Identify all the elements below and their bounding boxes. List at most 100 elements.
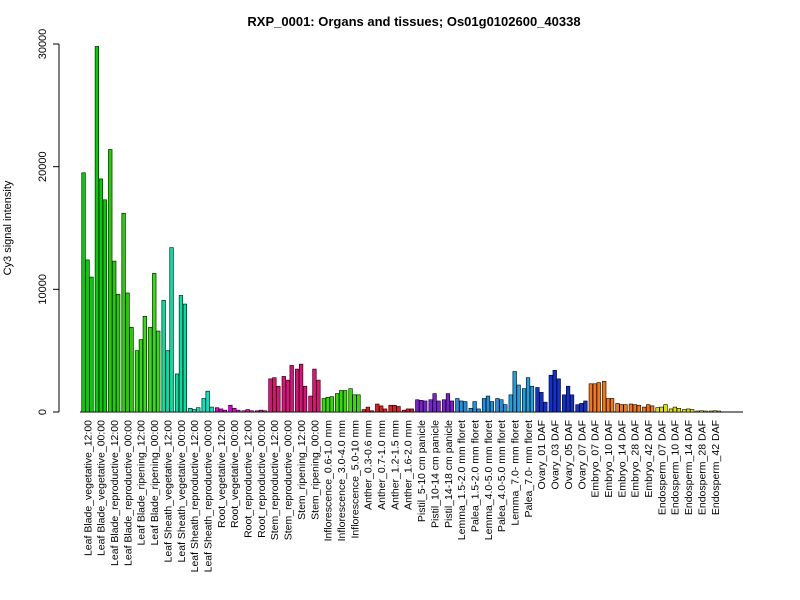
bar — [716, 410, 721, 413]
bar — [583, 400, 588, 413]
x-tick-label: Pistil_10-14 cm panicle — [429, 420, 441, 528]
x-tick-label: Inflorescence_3.0-4.0 mm — [336, 420, 348, 542]
bar — [609, 398, 615, 413]
x-tick-label: Embryo_10 DAF — [603, 420, 615, 498]
bar — [268, 378, 273, 413]
bar — [529, 385, 535, 413]
bar — [682, 409, 687, 413]
bar — [205, 390, 210, 413]
y-axis: 0 10000 20000 30000 — [37, 29, 60, 415]
bar — [201, 398, 206, 413]
bar — [409, 408, 414, 413]
bar — [214, 407, 220, 413]
y-axis-label: Cy3 signal intensity — [2, 180, 14, 275]
bar — [165, 350, 170, 413]
x-axis-labels: Leaf Blade_vegetative_12:00 Leaf Blade_ve… — [82, 420, 721, 573]
x-tick-label: Palea_1.5-2.0 mm floret — [469, 420, 481, 532]
x-tick-label: Pistil_14-18 cm panicle — [443, 420, 455, 528]
bar — [472, 401, 477, 413]
bar — [209, 406, 214, 413]
bar — [708, 410, 714, 413]
bar — [379, 405, 384, 413]
bars — [80, 46, 743, 413]
x-tick-label: Leaf Blade_ripening_12:00 — [136, 420, 148, 546]
bar — [281, 376, 286, 413]
x-tick-label: Lemma_7.0- mm floret — [510, 420, 522, 526]
bar — [489, 401, 495, 413]
x-tick-label: Embryo_28 DAF — [630, 420, 642, 498]
x-tick-label: Leaf Sheath_reproductive_12:00 — [189, 420, 201, 573]
x-tick-label: Pistil_5-10 cm panicle — [416, 420, 428, 522]
bar — [352, 394, 357, 413]
bar — [459, 400, 464, 413]
bar — [539, 392, 544, 413]
x-tick-label: Ovary_07 DAF — [576, 420, 588, 489]
bar — [321, 398, 326, 413]
bar — [289, 365, 294, 413]
bar — [129, 327, 134, 413]
x-tick-label: Endosperm_07 DAF — [656, 420, 668, 515]
bar — [138, 339, 144, 413]
bar — [178, 295, 184, 413]
bar — [449, 400, 455, 413]
bar — [712, 410, 718, 413]
bar — [81, 172, 86, 413]
bar — [85, 259, 90, 413]
x-tick-label: Anther_0.7-1.0 mm — [376, 420, 388, 510]
x-tick-label: Stem_ripening_00:00 — [309, 420, 321, 520]
bar — [356, 394, 361, 413]
bar — [383, 408, 388, 413]
bar — [245, 409, 250, 413]
bar — [441, 399, 447, 413]
x-tick-label: Lemma_4.0-5.0 mm floret — [483, 420, 495, 540]
x-tick-label: Embryo_14 DAF — [616, 420, 628, 498]
x-tick-label: Root_vegetative_00:00 — [229, 420, 241, 528]
bar — [676, 408, 681, 413]
bar — [602, 381, 607, 413]
bar — [432, 393, 437, 413]
y-tick-label: 20000 — [37, 151, 49, 182]
bar — [596, 382, 601, 413]
bar — [329, 396, 334, 413]
bar — [156, 330, 161, 413]
x-tick-label: Lemma_1.5-2.0 mm floret — [456, 420, 468, 540]
bar — [543, 401, 548, 413]
bar — [499, 399, 504, 413]
bar — [636, 404, 641, 413]
bar — [428, 399, 433, 413]
bar — [548, 374, 553, 413]
bar — [535, 387, 540, 413]
x-tick-label: Leaf Sheath_vegetative_00:00 — [176, 420, 188, 563]
bar — [646, 404, 651, 413]
bar — [463, 401, 468, 413]
bar — [695, 410, 700, 413]
bar — [419, 400, 424, 413]
bar — [672, 406, 677, 413]
bar — [161, 300, 166, 413]
bar — [192, 409, 197, 413]
bar — [258, 409, 264, 413]
bar — [121, 212, 126, 413]
x-tick-label: Anther_1.6-2.0 mm — [403, 420, 415, 510]
bar — [108, 149, 113, 413]
x-tick-label: Endosperm_14 DAF — [683, 420, 695, 515]
bar — [98, 178, 103, 413]
bar — [703, 410, 708, 413]
bar — [632, 404, 637, 413]
bar — [525, 377, 531, 413]
bar — [663, 404, 668, 413]
x-tick-label: Ovary_05 DAF — [563, 420, 575, 489]
bar — [659, 406, 664, 413]
bar — [174, 373, 180, 413]
x-tick-label: Root_vegetative_12:00 — [216, 420, 228, 528]
x-tick-label: Anther_1.2-1.5 mm — [389, 420, 401, 510]
bar — [196, 407, 201, 413]
bar — [575, 404, 580, 413]
bar — [125, 292, 130, 413]
bar — [650, 405, 655, 413]
bar — [606, 398, 611, 413]
x-tick-label: Ovary_01 DAF — [536, 420, 548, 489]
x-tick-label: Palea_4.0-5.0 mm floret — [496, 420, 508, 532]
bar — [298, 363, 304, 413]
bar — [369, 410, 374, 413]
